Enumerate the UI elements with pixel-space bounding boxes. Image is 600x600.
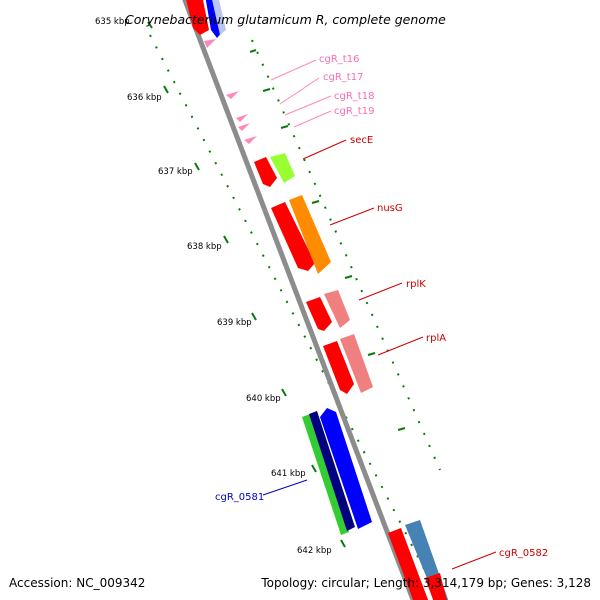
leader-line-rplK (358, 282, 403, 301)
gene-arrow-rplK[interactable] (306, 297, 332, 331)
gene-arrow-cgR_0581-blue[interactable] (320, 408, 372, 529)
gene-arrow-rplK-partner[interactable] (324, 290, 350, 328)
tick-label-635: 635 kbp (95, 17, 130, 27)
leader-line-rplA (377, 336, 424, 356)
gene-arrow-cgR_0582-red-2[interactable] (425, 573, 448, 600)
tick-mark (147, 21, 153, 29)
trna-marker-t16[interactable] (226, 91, 239, 99)
leader-line-cgR_0581 (262, 479, 308, 496)
gene-label-cgR_0581[interactable]: cgR_0581 (215, 492, 264, 503)
gene-label-t18[interactable]: cgR_t18 (334, 91, 374, 102)
gene-arrow-secE-partner[interactable] (270, 153, 295, 183)
leader-line-t16 (270, 59, 317, 81)
trna-marker-t17[interactable] (236, 114, 248, 122)
leader-line-secE (302, 139, 347, 160)
tick-label-638: 638 kbp (187, 242, 222, 252)
gene-arrow-cgR_0582-red[interactable] (388, 528, 430, 600)
trna-marker-t18[interactable] (238, 123, 250, 131)
tick-label-636: 636 kbp (127, 93, 162, 103)
gene-arrow-cgR_0581-green[interactable] (302, 414, 349, 535)
tick-mark (344, 275, 353, 279)
tick-mark (311, 200, 320, 204)
tick-mark (397, 427, 406, 431)
tick-mark (194, 162, 200, 171)
gene-arrow-nusG-partner[interactable] (289, 195, 331, 274)
gene-arrow-top-light[interactable] (211, 0, 226, 35)
tick-label-639: 639 kbp (217, 318, 252, 328)
trna-marker[interactable] (204, 39, 216, 48)
gene-arrow-nusG[interactable] (271, 202, 315, 271)
tick-label-640: 640 kbp (246, 394, 281, 404)
topology-text: Topology: circular; Length: 3,314,179 bp… (260, 576, 591, 590)
tick-mark (251, 312, 257, 321)
tick-mark (280, 125, 289, 129)
gene-arrow-rplA[interactable] (323, 341, 354, 394)
outer-dotted-track (149, 34, 441, 600)
gene-label-t19[interactable]: cgR_t19 (334, 106, 374, 117)
tick-mark (262, 88, 271, 92)
tick-label-642: 642 kbp (297, 546, 332, 556)
tick-mark (311, 464, 317, 473)
tick-label-641: 641 kbp (271, 469, 306, 479)
gene-label-cgR_0582[interactable]: cgR_0582 (499, 548, 548, 559)
gene-arrow-cgR_0581-navy[interactable] (309, 411, 355, 531)
tick-mark (340, 539, 346, 548)
leader-line-t19 (293, 110, 332, 128)
accession-text: Accession: NC_009342 (9, 576, 145, 590)
gene-label-secE[interactable]: secE (350, 135, 373, 146)
gene-arrow-top-red[interactable] (185, 0, 209, 35)
gene-label-nusG[interactable]: nusG (377, 203, 403, 214)
leader-line-t18 (284, 95, 332, 116)
tick-label-637: 637 kbp (158, 167, 193, 177)
genome-backbone (182, 0, 416, 600)
tick-mark (163, 85, 169, 94)
gene-label-t16[interactable]: cgR_t16 (319, 54, 359, 65)
gene-arrow-rplA-partner[interactable] (340, 334, 373, 393)
map-title: Corynebacterium glutamicum R, complete g… (125, 12, 446, 27)
gene-label-rplA[interactable]: rplA (426, 333, 446, 344)
gene-label-rplK[interactable]: rplK (406, 279, 426, 290)
gene-label-t17[interactable]: cgR_t17 (323, 72, 363, 83)
leader-line-cgR_0582 (451, 551, 497, 570)
gene-arrow-secE[interactable] (254, 157, 277, 187)
trna-marker-t19[interactable] (244, 136, 257, 144)
tick-mark (281, 388, 287, 397)
tick-mark (249, 49, 257, 53)
leader-line-t17 (279, 77, 320, 105)
inner-dotted-track (251, 39, 441, 471)
tick-mark (223, 235, 229, 244)
leader-line-nusG (329, 207, 375, 226)
tick-mark (367, 352, 376, 356)
